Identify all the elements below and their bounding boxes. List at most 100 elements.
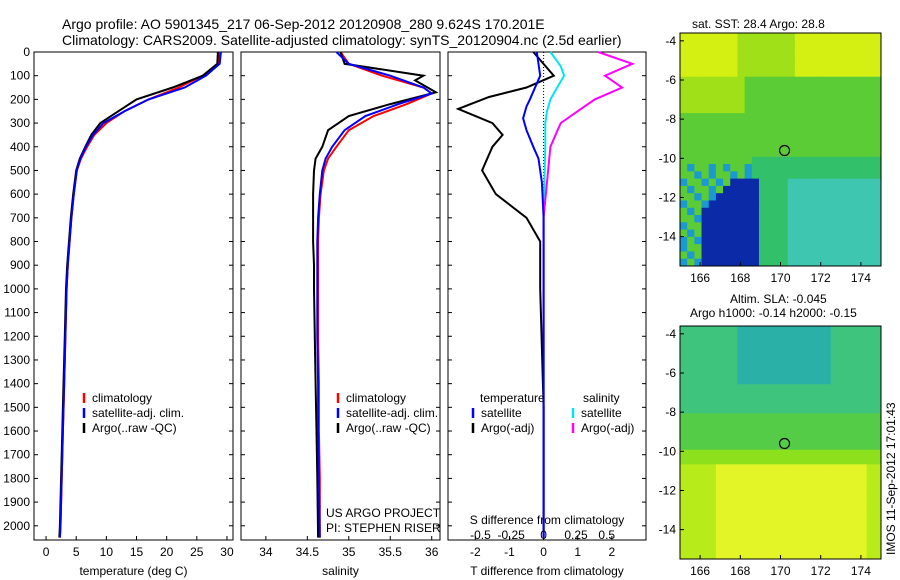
sst-map-cell [802,76,810,85]
sal-diff-tick-label: 0.25 [564,528,588,542]
sst-map-cell [758,185,767,194]
sst-map-cell [680,134,688,143]
sla-map-cell [687,326,695,334]
sla-map-cell [852,326,860,334]
sla-map-cell [830,486,839,494]
sla-map-cell [730,551,738,560]
sla-map-cell [737,544,746,553]
sst-map-cell [830,258,839,267]
sla-map-cell [730,500,738,509]
sla-map-cell [823,551,832,560]
sst-map-cell [701,33,710,41]
sla-map-cell [723,508,731,516]
sla-map-cell [773,449,781,458]
sla-map-cell [687,427,695,436]
sst-map-cell [737,258,746,267]
sst-map-cell [701,229,710,238]
sla-map-cell [694,391,703,400]
sla-map-cell [766,486,774,494]
sst-map-cell [723,149,731,158]
sla-map-cell [794,413,803,422]
sla-map-cell [694,449,703,458]
sla-map-cell [694,537,703,545]
sla-map-cell [816,347,825,356]
sst-map-cell [694,91,703,100]
temp-satellite-line [58,51,222,538]
sst-map-cell [766,244,774,252]
sla-map-cell [794,362,803,371]
sla-map-cell [802,544,810,553]
sla-map-cell [758,362,767,371]
sst-map-cell [687,222,695,231]
sst-map-cell [866,127,875,136]
sst-map-cell [708,193,717,201]
sst-map-argo-marker [778,144,791,157]
temp-diff-argo-line [455,51,556,538]
temperature-panel-ytick-label: 1900 [3,495,30,509]
sst-map-cell [823,54,832,63]
sla-map-cell [823,384,832,393]
sla-map-cell [773,333,781,342]
sla-map-cell [809,515,817,524]
sla-map-cell [873,515,882,524]
sst-map-cell [751,120,760,129]
sla-map-cell [701,515,710,524]
sla-map-cell [823,326,832,334]
sst-map-cell [794,47,803,56]
sla-map-cell [866,493,875,502]
sla-map-cell [809,478,817,487]
sst-map-cell [708,47,717,56]
sla-map-cell [859,406,868,414]
sst-map-cell [816,91,825,100]
sst-map-cell [852,222,860,231]
sla-map-cell [866,427,875,436]
sla-map-cell [852,369,860,378]
sla-map-cell [852,493,860,502]
sst-map-cell [773,105,781,114]
sst-map-cell [758,54,767,63]
sla-map-cell [852,406,860,414]
sla-map-cell [751,333,760,342]
sst-map-cell [758,33,767,41]
sla-map-cell [866,398,875,407]
sst-map-cell [680,54,688,63]
sla-map-cell [694,369,703,378]
sst-map-cell [794,215,803,223]
sst-map-cell [852,164,860,172]
salinity-panel-xtick-label: 34 [259,545,273,559]
sst-map-cell [866,134,875,143]
sla-map-cell [802,333,810,342]
sst-map-cell [737,98,746,107]
sst-map-cell [773,200,781,209]
figure-title-line1: Argo profile: AO 5901345_217 06-Sep-2012… [62,16,545,32]
temperature-panel-xtick-label: 15 [130,545,144,559]
sst-map-cell [715,98,724,107]
sla-map-cell [737,427,746,436]
sst-map-cell [837,47,846,56]
sla-map-cell [723,369,731,378]
sla-map-cell [737,537,746,545]
sst-map-cell [787,222,796,231]
sst-map-cell [837,142,846,150]
sla-map-cell [730,333,738,342]
sst-map-cell [687,200,695,209]
sla-map-cell [823,420,832,429]
sla-map-cell [830,471,839,480]
sst-map-cell [780,207,789,216]
sst-map-cell [766,69,774,78]
sst-map-cell [701,91,710,100]
sst-map-cell [694,47,703,56]
sst-map-cell [708,62,717,70]
sla-map-cell [830,355,839,363]
sst-map-cell [866,258,875,267]
sla-map-cell [873,471,882,480]
sst-map-cell [787,229,796,238]
sla-map-cell [787,537,796,545]
sla-map-cell [694,398,703,407]
sla-map-xtick-label: 170 [770,564,790,578]
sst-map-cell [715,83,724,92]
sla-map-cell [694,544,703,553]
sla-map-cell [859,529,868,538]
sla-map-cell [837,471,846,480]
temperature-panel-ytick-label: 0 [23,45,30,59]
